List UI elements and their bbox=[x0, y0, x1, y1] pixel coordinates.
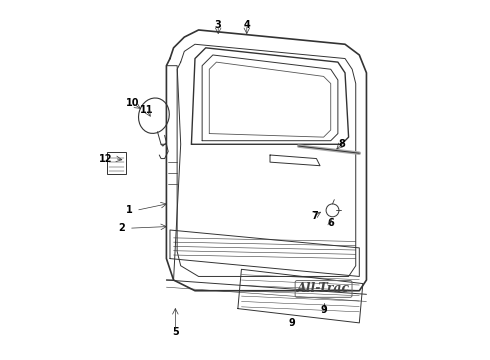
Text: 5: 5 bbox=[172, 327, 179, 337]
Text: 9: 9 bbox=[288, 318, 295, 328]
Text: 11: 11 bbox=[140, 105, 153, 115]
Text: 1: 1 bbox=[125, 205, 132, 215]
Text: 12: 12 bbox=[99, 154, 112, 163]
Text: 9: 9 bbox=[320, 305, 327, 315]
Text: All-Trac: All-Trac bbox=[297, 283, 350, 296]
Text: 4: 4 bbox=[244, 19, 250, 30]
Text: 8: 8 bbox=[338, 139, 345, 149]
Text: 10: 10 bbox=[126, 98, 139, 108]
Text: 7: 7 bbox=[311, 211, 318, 221]
Text: 2: 2 bbox=[119, 223, 125, 233]
Text: 3: 3 bbox=[215, 19, 221, 30]
Text: 6: 6 bbox=[327, 218, 334, 228]
